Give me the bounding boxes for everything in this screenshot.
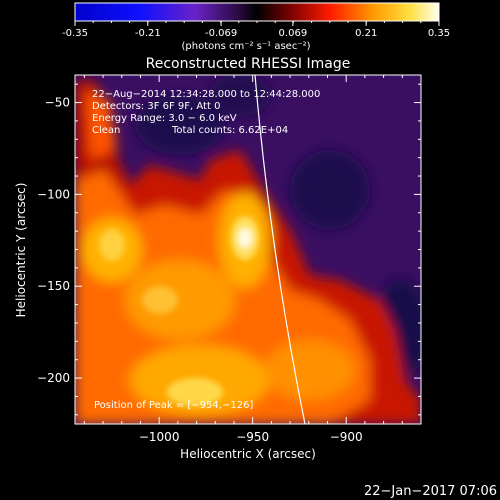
x-axis-label: Heliocentric X (arcsec) bbox=[180, 447, 316, 461]
footer-timestamp: 22−Jan−2017 07:06 bbox=[364, 484, 497, 499]
peak-position-label: Position of Peak = [−954,−126] bbox=[94, 400, 253, 411]
bright-peaks bbox=[99, 216, 259, 406]
annotation-time: 22−Aug−2014 12:34:28.000 to 12:44:28.000 bbox=[92, 89, 320, 100]
colorbar-tick-label: 0.21 bbox=[355, 28, 377, 39]
colorbar-tick-label: -0.35 bbox=[62, 28, 88, 39]
colorbar-tick-label: 0.35 bbox=[428, 28, 450, 39]
x-axis: −1000 −950 −900 bbox=[83, 75, 422, 444]
annotation-block: 22−Aug−2014 12:34:28.000 to 12:44:28.000… bbox=[92, 89, 320, 136]
colorbar-tick-label: 0.069 bbox=[279, 28, 308, 39]
colorbar-tick-label: -0.21 bbox=[135, 28, 161, 39]
y-tick-label: −150 bbox=[37, 279, 70, 293]
annotation-detectors: Detectors: 3F 6F 9F, Att 0 bbox=[92, 101, 220, 112]
y-tick-label: −200 bbox=[37, 371, 70, 385]
annotation-clean: Clean bbox=[92, 125, 120, 136]
x-tick-label: −950 bbox=[236, 430, 269, 444]
annotation-energy: Energy Range: 3.0 − 6.0 keV bbox=[92, 113, 237, 124]
y-axis: −50 −100 −150 −200 bbox=[37, 83, 421, 416]
y-axis-label: Heliocentric Y (arcsec) bbox=[14, 183, 28, 318]
annotation-counts: Total counts: 6.62E+04 bbox=[171, 125, 288, 136]
solar-limb-line bbox=[254, 75, 306, 424]
plot-image bbox=[75, 75, 421, 424]
x-tick-label: −1000 bbox=[139, 430, 180, 444]
colorbar-unit-label: (photons cm⁻² s⁻¹ asec⁻²) bbox=[181, 41, 310, 52]
colorbar-ticks: -0.35 -0.21 -0.069 0.069 0.21 0.35 bbox=[62, 21, 450, 39]
y-tick-label: −50 bbox=[45, 96, 70, 110]
x-tick-label: −900 bbox=[330, 430, 363, 444]
colorbar-gradient bbox=[74, 2, 440, 22]
y-tick-label: −100 bbox=[37, 187, 70, 201]
chart-title: Reconstructed RHESSI Image bbox=[146, 56, 351, 72]
colorbar-tick-label: -0.069 bbox=[205, 28, 237, 39]
emission-regions bbox=[75, 75, 421, 424]
colorbar: -0.35 -0.21 -0.069 0.069 0.21 0.35 (photons c… bbox=[62, 2, 450, 52]
